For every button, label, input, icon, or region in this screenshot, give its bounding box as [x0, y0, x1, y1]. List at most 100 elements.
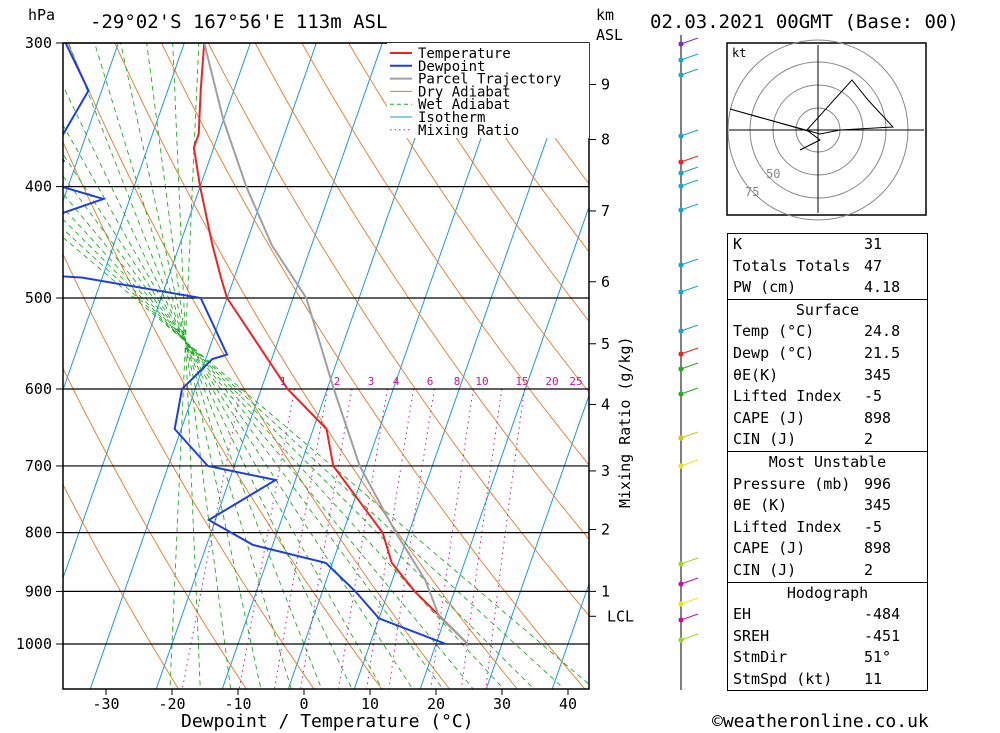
- wet-adiabat-line: [120, 43, 262, 689]
- index-value: 4.18: [864, 278, 901, 297]
- mixing-ratio-line: [366, 388, 414, 689]
- hodograph-stat-row: StmSpd (kt) 11: [728, 669, 927, 691]
- wind-barb: [680, 179, 699, 187]
- hodograph-unit: kt: [732, 46, 746, 60]
- pressure-tick-label: 800: [25, 524, 52, 542]
- temp-tick-label: -20: [158, 695, 185, 713]
- mixing-ratio-label: 20: [545, 375, 558, 388]
- dry-adiabat-line: [394, 43, 589, 322]
- profiles: [63, 43, 469, 645]
- surface-row: θE(K) 345: [728, 365, 927, 387]
- mixing-ratio-label: 6: [427, 375, 434, 388]
- datetime-title: 02.03.2021 00GMT (Base: 00): [650, 11, 959, 33]
- mixing-ratio-label: 25: [569, 375, 582, 388]
- wind-marker: [678, 435, 684, 441]
- hodograph-stat-label: StmSpd (kt): [733, 669, 833, 688]
- isotherm-line: [63, 43, 119, 203]
- mixing-ratio-line: [338, 388, 388, 689]
- most-unstable-value: -5: [864, 517, 883, 536]
- surface-label: θE(K): [733, 365, 779, 384]
- pressure-tick-label: 500: [25, 289, 52, 307]
- location-title: -29°02'S 167°56'E 113m ASL: [90, 11, 387, 33]
- surface-label: CIN (J): [733, 430, 797, 449]
- most-unstable-label: CAPE (J): [733, 539, 806, 558]
- most-unstable-label: Pressure (mb): [733, 474, 851, 493]
- wind-barb: [680, 166, 699, 174]
- index-row: K 31: [728, 234, 927, 256]
- wind-barb: [680, 285, 699, 293]
- wind-marker: [678, 366, 684, 372]
- height-tick-label: 4: [601, 396, 610, 414]
- surface-row: CAPE (J) 898: [728, 408, 927, 430]
- wind-barb: [680, 347, 699, 355]
- wind-marker: [678, 289, 684, 295]
- wind-marker: [678, 601, 684, 607]
- surface-value: 345: [864, 365, 892, 384]
- wind-marker: [678, 351, 684, 357]
- temp-tick-label: -30: [92, 695, 119, 713]
- most-unstable-row: CAPE (J) 898: [728, 538, 927, 560]
- wind-profile: [678, 35, 699, 690]
- legend-label: Wet Adiabat: [418, 97, 511, 113]
- surface-label: Lifted Index: [733, 387, 842, 406]
- surface-row: Dewp (°C) 21.5: [728, 343, 927, 365]
- dry-adiabat-line: [254, 43, 589, 540]
- hodograph-ring-label: 50: [766, 167, 780, 181]
- height-ref-label: ASL: [596, 26, 623, 44]
- temp-tick-label: 20: [427, 695, 445, 713]
- wet-adiabat-line: [146, 43, 232, 689]
- dry-adiabat-line: [348, 43, 589, 393]
- dry-adiabat-line: [63, 483, 180, 689]
- pressure-tick-label: 1000: [16, 635, 52, 653]
- hodograph-stat-value: 51°: [864, 648, 892, 667]
- wind-marker: [678, 133, 684, 139]
- dry-adiabat-line: [67, 43, 450, 689]
- mixing-ratio-label: 3: [368, 375, 375, 388]
- temp-tick-label: 10: [361, 695, 379, 713]
- pressure-tick-label: 600: [25, 380, 52, 398]
- legend-label: Dewpoint: [418, 59, 485, 75]
- wet-adiabat-line: [63, 153, 414, 689]
- mixing-ratio-axis-label: Mixing Ratio (g/kg): [616, 336, 634, 508]
- legend-label: Isotherm: [418, 110, 485, 126]
- most-unstable-label: Lifted Index: [733, 517, 842, 536]
- hodograph-stat-label: EH: [733, 605, 752, 624]
- isotherm-line: [419, 205, 589, 689]
- wet-adiabat-line: [94, 43, 292, 689]
- height-tick-label: 8: [601, 131, 610, 149]
- x-axis-label: Dewpoint / Temperature (°C): [181, 711, 474, 732]
- temp-tick-label: 30: [493, 695, 511, 713]
- wind-barb: [680, 633, 699, 641]
- legend-label: Mixing Ratio: [418, 123, 519, 139]
- pressure-tick-label: 300: [25, 34, 52, 52]
- mixing-ratio-line: [274, 388, 329, 689]
- wind-barb: [680, 459, 699, 467]
- height-tick-label: 3: [601, 462, 610, 480]
- wind-marker: [678, 183, 684, 189]
- isotherm-line: [0, 0, 18, 692]
- mixing-ratio-label: 4: [393, 375, 400, 388]
- mixing-ratio-line: [460, 388, 503, 689]
- wind-barb: [680, 155, 699, 163]
- height-tick-label: 1: [601, 582, 610, 600]
- index-label: PW (cm): [733, 278, 797, 297]
- temp-tick-label: 40: [559, 695, 577, 713]
- wind-barb: [680, 129, 699, 137]
- temp-tick-label: -10: [224, 695, 251, 713]
- isotherm-line: [63, 43, 185, 392]
- wind-barb: [680, 53, 699, 61]
- height-tick-label: 2: [601, 520, 610, 538]
- wind-barb: [680, 557, 699, 565]
- dry-adiabat-line: [63, 367, 247, 689]
- temp-tick-label: 0: [299, 695, 308, 713]
- wind-marker: [678, 637, 684, 643]
- hodograph-stat-row: SREH -451: [728, 626, 927, 648]
- mixing-ratio-label: 15: [515, 375, 528, 388]
- pressure-tick-label: 900: [25, 582, 52, 600]
- mixing-ratio-label: 1: [280, 375, 287, 388]
- isotherm-line: [155, 43, 383, 689]
- wet-adiabat-line: [169, 43, 200, 689]
- hodograph-plot: kt 75 50: [726, 39, 927, 221]
- most-unstable-row: Lifted Index -5: [728, 517, 927, 539]
